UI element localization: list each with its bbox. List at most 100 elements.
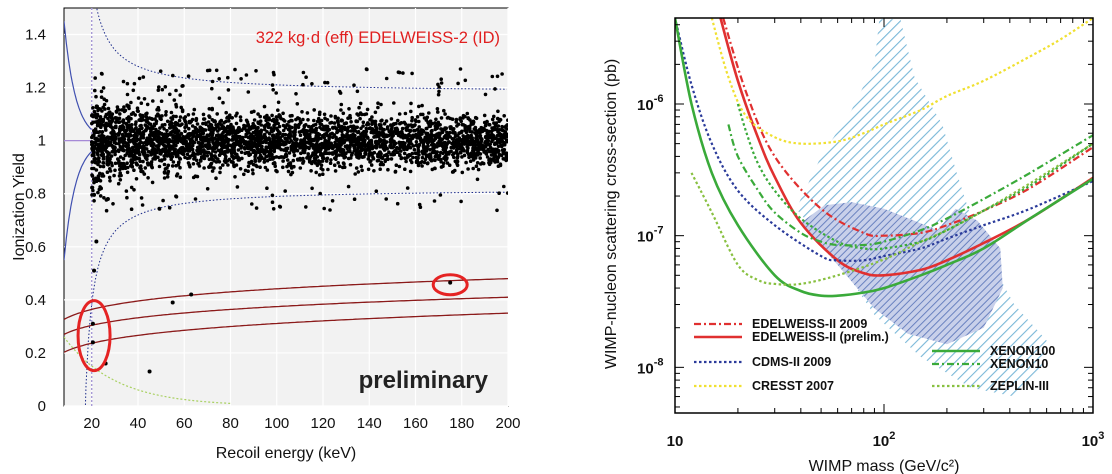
scatter-point	[180, 122, 184, 126]
scatter-point	[127, 135, 131, 139]
scatter-point	[276, 108, 280, 112]
scatter-point	[94, 94, 98, 99]
scatter-point	[173, 120, 178, 125]
scatter-point	[384, 76, 389, 81]
scatter-point	[460, 170, 465, 175]
scatter-point	[356, 146, 360, 150]
scatter-point	[129, 100, 133, 105]
scatter-point	[122, 105, 126, 109]
scatter-point	[141, 141, 145, 145]
scatter-point	[435, 107, 440, 111]
scatter-point	[114, 110, 119, 114]
scatter-point	[500, 72, 504, 76]
scatter-point	[269, 126, 273, 130]
scatter-point	[263, 149, 268, 154]
scatter-point	[371, 156, 376, 161]
scatter-point	[449, 149, 453, 153]
left-scatter-points	[90, 67, 508, 374]
scatter-point	[448, 126, 453, 131]
scatter-point	[133, 122, 138, 127]
scatter-point	[325, 143, 330, 148]
scatter-point	[99, 95, 104, 99]
scatter-point	[146, 137, 150, 142]
left-x-tick-label: 80	[222, 415, 239, 432]
scatter-point	[420, 103, 424, 108]
scatter-point	[137, 142, 142, 147]
scatter-point	[189, 292, 194, 297]
scatter-point	[496, 130, 500, 134]
scatter-point	[421, 141, 426, 146]
scatter-point	[266, 125, 271, 130]
scatter-point	[298, 133, 303, 137]
left-y-axis-title: Ionization Yield	[11, 153, 28, 261]
scatter-point	[411, 135, 415, 139]
scatter-point	[171, 114, 176, 119]
scatter-point	[430, 141, 435, 145]
scatter-point	[90, 160, 95, 164]
scatter-point	[472, 148, 476, 153]
scatter-point	[420, 129, 424, 134]
scatter-point	[433, 137, 438, 141]
legend-label-4: XENON100	[990, 344, 1055, 358]
scatter-point	[427, 111, 431, 115]
scatter-point	[403, 111, 408, 116]
scatter-point	[170, 151, 174, 156]
scatter-point	[262, 157, 267, 161]
scatter-point	[461, 137, 466, 141]
scatter-point	[496, 124, 501, 128]
scatter-point	[493, 141, 498, 145]
scatter-point	[187, 131, 192, 136]
scatter-point	[354, 148, 359, 153]
scatter-point	[341, 111, 346, 116]
scatter-point	[495, 208, 499, 213]
scatter-point	[475, 177, 480, 182]
scatter-point	[355, 125, 360, 130]
scatter-point	[436, 141, 440, 145]
scatter-point	[240, 156, 244, 161]
scatter-point	[184, 122, 188, 127]
scatter-point	[248, 161, 253, 165]
scatter-point	[224, 136, 229, 141]
scatter-point	[301, 161, 305, 165]
scatter-point	[490, 74, 495, 79]
scatter-point	[392, 152, 397, 157]
scatter-point	[219, 118, 224, 123]
scatter-point	[496, 109, 500, 114]
scatter-point	[454, 148, 459, 152]
scatter-point	[500, 124, 504, 129]
right-y-axis-title: WIMP-nucleon scattering cross-section (p…	[603, 59, 620, 369]
scatter-point	[109, 154, 114, 158]
scatter-point	[96, 130, 101, 135]
scatter-point	[165, 133, 170, 137]
scatter-point	[293, 145, 297, 149]
scatter-point	[129, 207, 134, 211]
scatter-point	[161, 198, 165, 203]
scatter-point	[136, 96, 141, 100]
scatter-point	[168, 92, 172, 97]
scatter-point	[299, 120, 303, 125]
scatter-point	[139, 101, 144, 105]
scatter-point	[348, 145, 352, 149]
scatter-point	[453, 168, 457, 173]
scatter-point	[495, 74, 500, 79]
scatter-point	[141, 152, 146, 156]
scatter-point	[141, 170, 145, 174]
scatter-point	[168, 139, 172, 144]
scatter-point	[285, 158, 290, 162]
scatter-point	[257, 159, 262, 163]
scatter-point	[384, 119, 389, 123]
scatter-point	[146, 149, 151, 154]
scatter-point	[174, 105, 179, 109]
scatter-point	[165, 128, 169, 133]
scatter-point	[222, 159, 227, 163]
scatter-point	[207, 107, 212, 111]
scatter-point	[252, 118, 257, 122]
scatter-point	[385, 154, 390, 158]
scatter-point	[205, 154, 210, 158]
scatter-point	[210, 125, 214, 130]
scatter-point	[183, 129, 187, 133]
scatter-point	[503, 141, 507, 145]
scatter-point	[285, 123, 289, 127]
scatter-point	[164, 146, 168, 151]
